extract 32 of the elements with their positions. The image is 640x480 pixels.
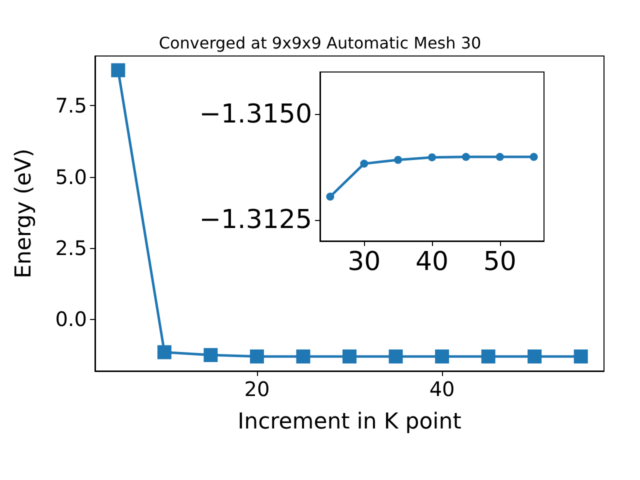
point [326, 192, 334, 201]
y-tick-label: −1.3150 [199, 99, 312, 130]
y-tick-label: 0.0 [55, 307, 87, 332]
y-tick-label: −1.3125 [199, 204, 312, 235]
point [111, 63, 126, 78]
point [394, 156, 402, 164]
point [530, 152, 538, 161]
point [204, 348, 218, 362]
point [496, 152, 504, 161]
x-tick-label: 40 [429, 377, 455, 401]
y-axis-title: Energy (eV) [12, 148, 36, 278]
point [481, 349, 496, 364]
y-tick-label: 7.5 [55, 94, 87, 118]
x-tick-label: 50 [483, 247, 516, 277]
point [388, 349, 403, 364]
x-tick-label: 40 [415, 247, 449, 277]
point [574, 349, 588, 364]
point [342, 349, 356, 364]
point [250, 349, 264, 364]
point [296, 349, 310, 364]
x-tick-label: 30 [348, 247, 381, 277]
point [428, 153, 436, 162]
point [157, 345, 172, 360]
chart-title: Converged at 9x9x9 Automatic Mesh 30 [158, 34, 482, 52]
point [360, 160, 368, 168]
point [528, 349, 542, 364]
y-tick-label: 2.5 [55, 236, 87, 260]
x-axis-title: Increment in K point [238, 410, 462, 434]
point [435, 349, 450, 364]
x-tick-label: 20 [244, 377, 270, 401]
y-tick-label: 5.0 [55, 164, 87, 189]
point [462, 152, 470, 161]
